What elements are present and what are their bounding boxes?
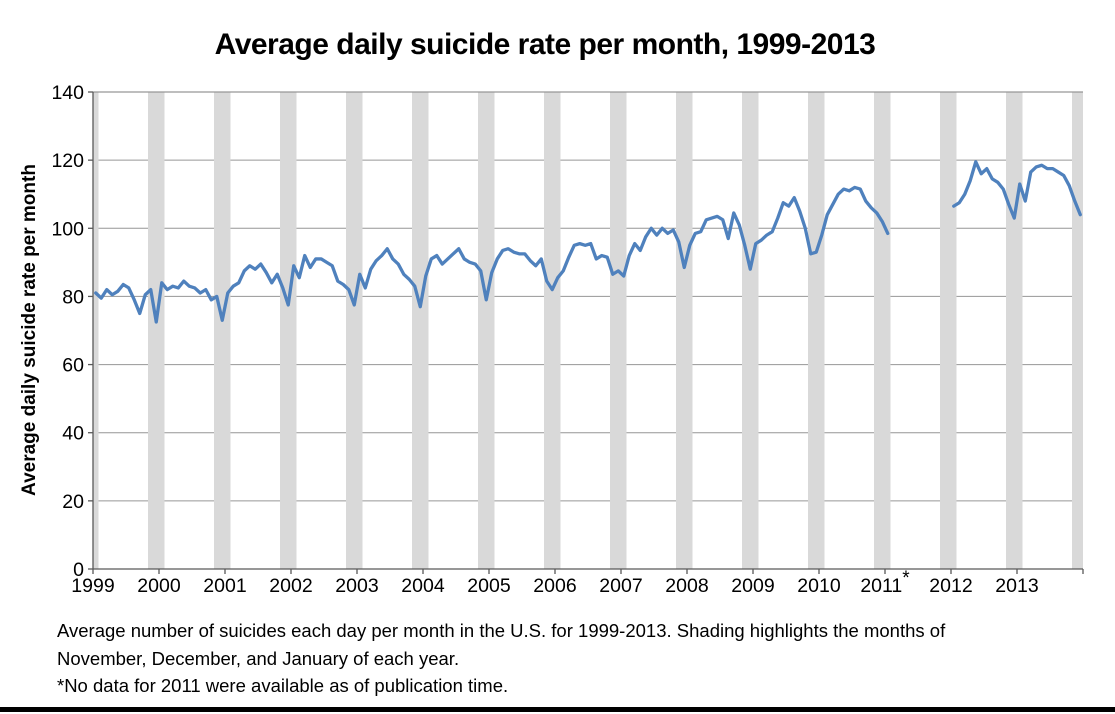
y-tick-label: 100 [51,218,84,240]
winter-shading-band [874,92,891,569]
x-tick-label: 2009 [731,575,774,597]
suicide-rate-line [94,160,1082,324]
footnote-line-3: *No data for 2011 were available as of p… [57,675,509,696]
y-tick-label: 120 [51,150,84,172]
x-tick-label: 2007 [599,575,642,597]
y-tick-label: 60 [62,355,84,377]
x-tick-label: 1999 [71,575,114,597]
chart-title: Average daily suicide rate per month, 19… [214,28,876,61]
x-tick-label: 2010 [797,575,841,597]
footnote: Average number of suicides each day per … [57,617,945,700]
no-data-asterisk: * [902,568,910,589]
winter-shading-band [940,92,957,569]
x-tick-label: 2002 [269,575,312,597]
x-tick-label: 2001 [203,575,246,597]
x-tick-label: 2005 [467,575,511,597]
bottom-border-rule [0,707,1115,712]
winter-shading-band [808,92,825,569]
x-tick-label: 2008 [665,575,708,597]
winter-shading-band [544,92,561,569]
x-tick-label: 2006 [533,575,576,597]
x-tick-label: 2000 [137,575,181,597]
y-tick-label: 80 [62,286,84,308]
winter-shading-band [93,92,99,569]
x-tick-label: 2004 [401,575,445,597]
winter-shading-band [148,92,165,569]
y-tick-label: 140 [51,82,84,104]
y-tick-label: 0 [73,559,84,581]
footnote-line-1: Average number of suicides each day per … [57,620,946,641]
footnote-line-2: November, December, and January of each … [57,647,460,669]
winter-shading-band [676,92,693,569]
winter-shading-band [742,92,759,569]
x-tick-label: 2012 [929,575,972,597]
winter-shading-band [412,92,429,569]
winter-shading-band [478,92,495,569]
x-tick-label: 2013 [995,575,1038,597]
winter-shading-band [1006,92,1023,569]
winter-shading-band [280,92,297,569]
winter-shading-band [346,92,363,569]
y-tick-label: 20 [62,491,84,513]
winter-shading-band [610,92,627,569]
x-tick-label: 2003 [335,575,378,597]
winter-shading-band [1072,92,1083,569]
y-tick-label: 40 [62,423,84,445]
winter-shading-band [214,92,231,569]
